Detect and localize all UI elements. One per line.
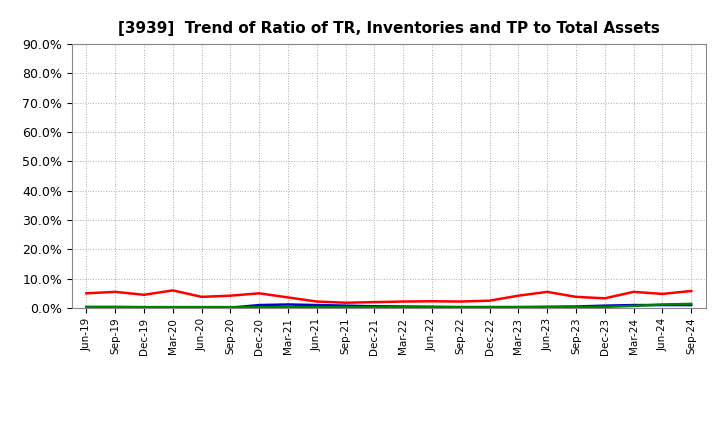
Trade Payables [82, 304, 91, 309]
Inventories [140, 305, 148, 310]
Trade Payables [399, 304, 408, 310]
Trade Payables [370, 304, 379, 310]
Inventories [600, 303, 609, 308]
Trade Payables [111, 304, 120, 309]
Trade Receivables [312, 299, 321, 304]
Line: Trade Payables: Trade Payables [86, 304, 691, 307]
Inventories [514, 304, 523, 310]
Trade Payables [140, 304, 148, 310]
Inventories [284, 302, 292, 307]
Trade Receivables [658, 291, 667, 297]
Trade Payables [572, 304, 580, 310]
Inventories [197, 305, 206, 310]
Inventories [629, 302, 638, 308]
Trade Receivables [168, 288, 177, 293]
Inventories [456, 304, 465, 310]
Trade Receivables [82, 291, 91, 296]
Inventories [168, 305, 177, 310]
Trade Receivables [543, 289, 552, 294]
Trade Payables [428, 304, 436, 310]
Inventories [428, 304, 436, 309]
Trade Payables [514, 304, 523, 310]
Trade Payables [629, 303, 638, 308]
Trade Payables [255, 304, 264, 310]
Inventories [399, 304, 408, 309]
Inventories [255, 302, 264, 308]
Trade Receivables [456, 299, 465, 304]
Inventories [341, 303, 350, 308]
Line: Inventories: Inventories [86, 304, 691, 308]
Trade Payables [168, 304, 177, 310]
Trade Payables [312, 304, 321, 310]
Trade Receivables [197, 294, 206, 300]
Trade Receivables [226, 293, 235, 298]
Trade Payables [226, 304, 235, 310]
Trade Payables [658, 302, 667, 307]
Inventories [370, 304, 379, 309]
Title: [3939]  Trend of Ratio of TR, Inventories and TP to Total Assets: [3939] Trend of Ratio of TR, Inventories… [118, 21, 660, 36]
Line: Trade Receivables: Trade Receivables [86, 290, 691, 303]
Trade Payables [600, 304, 609, 309]
Trade Receivables [485, 298, 494, 303]
Trade Receivables [370, 300, 379, 305]
Inventories [572, 304, 580, 309]
Inventories [658, 302, 667, 308]
Trade Receivables [514, 293, 523, 298]
Inventories [82, 305, 91, 310]
Inventories [111, 305, 120, 310]
Trade Receivables [399, 299, 408, 304]
Trade Payables [197, 304, 206, 310]
Trade Receivables [687, 288, 696, 293]
Trade Receivables [428, 299, 436, 304]
Trade Receivables [255, 291, 264, 296]
Trade Receivables [600, 296, 609, 301]
Trade Receivables [341, 300, 350, 305]
Trade Payables [687, 301, 696, 307]
Trade Receivables [140, 292, 148, 297]
Trade Receivables [572, 294, 580, 300]
Trade Payables [543, 304, 552, 310]
Inventories [312, 302, 321, 308]
Trade Payables [456, 304, 465, 310]
Trade Receivables [629, 289, 638, 294]
Inventories [543, 304, 552, 309]
Inventories [226, 305, 235, 310]
Trade Receivables [111, 289, 120, 294]
Trade Payables [284, 304, 292, 310]
Trade Payables [485, 304, 494, 310]
Trade Payables [341, 304, 350, 310]
Inventories [485, 304, 494, 310]
Trade Receivables [284, 295, 292, 300]
Inventories [687, 302, 696, 308]
